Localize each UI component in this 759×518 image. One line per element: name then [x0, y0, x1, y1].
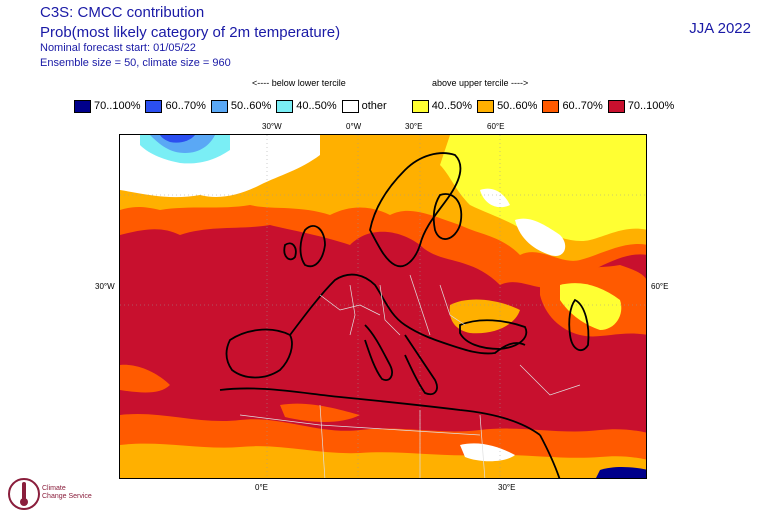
legend-label: other: [361, 100, 387, 112]
legend-swatch: [276, 99, 294, 113]
legend-item: 50..60%: [210, 99, 272, 113]
c3s-logo: Climate Change Service: [6, 474, 116, 514]
legend-label: 50..60%: [230, 100, 272, 112]
legend-swatch: [477, 99, 495, 113]
lon-label-bottom: 0°E: [255, 483, 268, 492]
lon-label-top: 30°W: [262, 122, 282, 131]
legend-swatch: [74, 99, 91, 113]
legend-label: 60..70%: [562, 100, 603, 112]
country-borders: [239, 274, 581, 478]
field-yellow-caspian: [560, 283, 622, 330]
legend-item: 50..60%: [477, 99, 538, 113]
legend-label: 70..100%: [627, 100, 675, 112]
legend-item: other: [341, 99, 387, 113]
legend-item: 70..100%: [74, 99, 141, 113]
legend-swatch: [145, 99, 163, 113]
lon-label-top: 0°W: [346, 122, 362, 131]
legend-swatch: [607, 99, 625, 113]
field-blue-nw: [160, 135, 195, 143]
field-navy-se: [596, 467, 646, 478]
legend: 70..100% 60..70% 50..60% 40..50% other 4…: [74, 97, 679, 115]
map-canvas: [120, 135, 646, 478]
field-white-south: [460, 443, 515, 462]
forecast-start: Nominal forecast start: 01/05/22: [40, 42, 196, 54]
field-orange-ukraine: [449, 299, 520, 334]
below-tercile-label: <---- below lower tercile: [252, 78, 346, 88]
lat-label-right: 60°E: [651, 282, 669, 291]
legend-item: 40..50%: [276, 99, 337, 113]
lon-label-top: 30°E: [405, 122, 423, 131]
legend-label: 40..50%: [296, 100, 337, 112]
legend-label: 60..70%: [165, 100, 206, 112]
coastlines: [219, 152, 590, 478]
probability-map: [119, 134, 647, 479]
field-orange-med: [280, 403, 360, 422]
field-white-ne2: [480, 188, 510, 208]
map-subtitle: Prob(most likely category of 2m temperat…: [40, 24, 341, 41]
legend-swatch: [411, 99, 429, 113]
field-orange-south: [120, 443, 646, 478]
logo-line-1: Climate: [42, 485, 66, 492]
legend-label: 50..60%: [497, 100, 538, 112]
field-white-iceland: [270, 152, 305, 169]
legend-label: 40..50%: [431, 100, 473, 112]
legend-swatch: [210, 99, 228, 113]
thermometer-icon: [8, 478, 40, 510]
field-yellow-ne: [440, 135, 646, 241]
legend-item: 70..100%: [607, 99, 675, 113]
season-label: JJA 2022: [689, 20, 751, 37]
above-tercile-label: above upper tercile ---->: [432, 78, 529, 88]
field-white-ne: [515, 218, 566, 256]
legend-item: 40..50%: [411, 99, 473, 113]
lat-label-left: 30°W: [95, 282, 115, 291]
legend-item: 60..70%: [542, 99, 603, 113]
ensemble-size: Ensemble size = 50, climate size = 960: [40, 57, 231, 69]
legend-item: 60..70%: [145, 99, 206, 113]
map-title: C3S: CMCC contribution: [40, 4, 205, 21]
legend-label: 70..100%: [94, 100, 141, 112]
lon-label-top: 60°E: [487, 122, 505, 131]
logo-line-2: Change Service: [42, 493, 92, 500]
legend-swatch: [341, 99, 359, 113]
field-orange-atlantic: [120, 364, 170, 393]
legend-swatch: [542, 99, 560, 113]
lon-label-bottom: 30°E: [498, 483, 516, 492]
